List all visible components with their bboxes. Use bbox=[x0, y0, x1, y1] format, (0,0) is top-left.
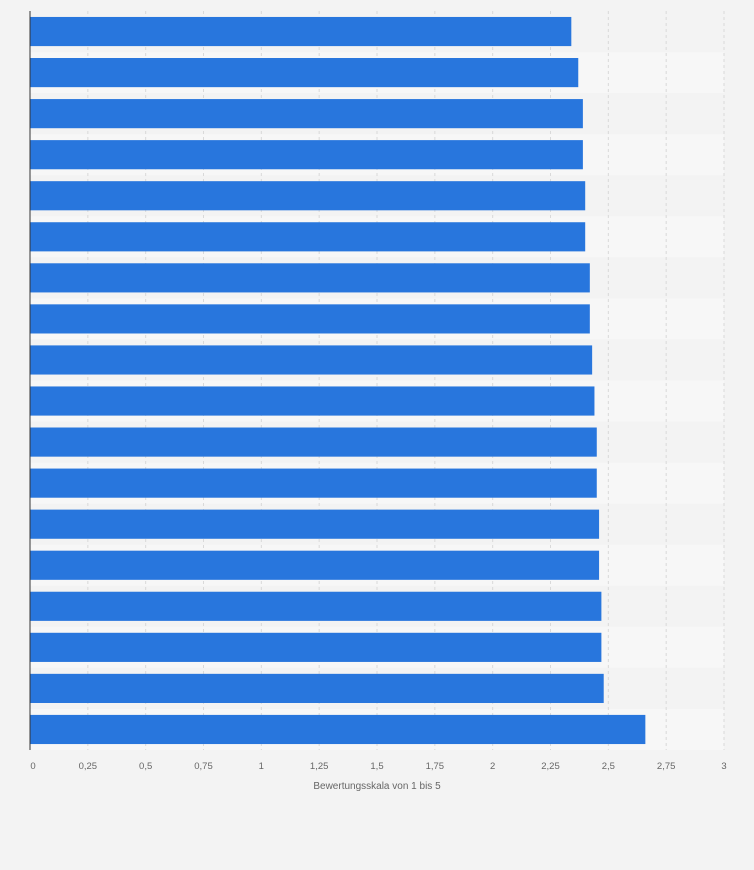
bar[interactable] bbox=[30, 591, 602, 621]
x-tick-label: 3 bbox=[721, 761, 726, 772]
bar[interactable] bbox=[30, 468, 597, 498]
x-tick-label: 2,75 bbox=[657, 761, 676, 772]
x-axis-title: Bewertungsskala von 1 bis 5 bbox=[313, 781, 441, 792]
bar[interactable] bbox=[30, 345, 593, 375]
bar[interactable] bbox=[30, 16, 572, 47]
x-tick-label: 2 bbox=[490, 761, 495, 772]
x-tick-label: 0,5 bbox=[139, 761, 152, 772]
x-tick-label: 2,25 bbox=[541, 761, 560, 772]
bar[interactable] bbox=[30, 99, 583, 129]
bar[interactable] bbox=[30, 140, 583, 170]
bar[interactable] bbox=[30, 632, 602, 662]
bar[interactable] bbox=[30, 673, 604, 703]
bar[interactable] bbox=[30, 550, 600, 580]
bar[interactable] bbox=[30, 386, 595, 416]
x-tick-label: 1 bbox=[259, 761, 264, 772]
bar[interactable] bbox=[30, 263, 590, 293]
bars bbox=[30, 16, 646, 745]
bar[interactable] bbox=[30, 509, 600, 539]
x-tick-label: 1,5 bbox=[370, 761, 383, 772]
bar[interactable] bbox=[30, 304, 590, 334]
x-tick-labels: 0 0,25 0,5 0,75 1 1,25 1,5 1,75 2 2,25 2,5 2,75 3 bbox=[30, 761, 726, 772]
x-tick-label: 1,75 bbox=[426, 761, 445, 772]
bar[interactable] bbox=[30, 181, 586, 211]
x-tick-label: 1,25 bbox=[310, 761, 329, 772]
x-tick-label: 0,25 bbox=[79, 761, 98, 772]
bar[interactable] bbox=[30, 427, 597, 457]
bar[interactable] bbox=[30, 714, 646, 745]
bar[interactable] bbox=[30, 222, 586, 252]
x-tick-label: 0 bbox=[30, 761, 35, 772]
x-tick-label: 0,75 bbox=[194, 761, 213, 772]
x-tick-label: 2,5 bbox=[602, 761, 615, 772]
bar[interactable] bbox=[30, 58, 579, 88]
